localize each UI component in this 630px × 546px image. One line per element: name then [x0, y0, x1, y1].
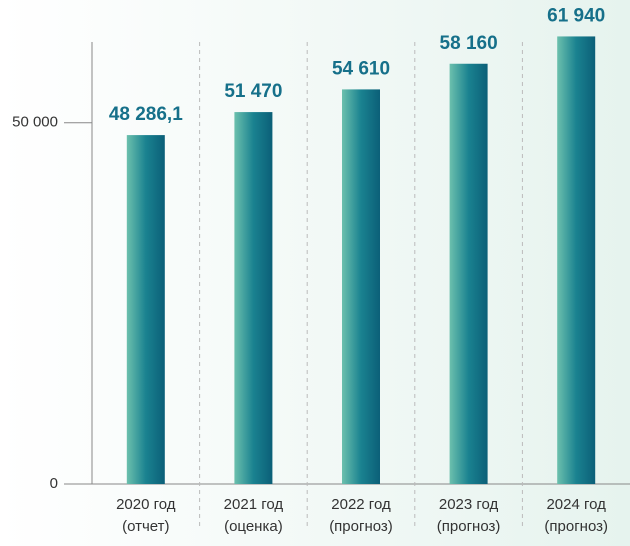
x-tick-label: (прогноз): [329, 518, 393, 535]
x-tick-label: 2023 год: [439, 496, 499, 513]
value-label: 61 940: [547, 5, 605, 26]
y-tick-label: 50 000: [12, 114, 58, 131]
bar: [557, 36, 596, 485]
bar: [126, 135, 165, 484]
y-tick-label: 0: [50, 475, 58, 492]
bar: [342, 89, 380, 484]
bar: [449, 63, 488, 484]
x-tick-label: 2020 год: [116, 496, 176, 513]
value-label: 58 160: [440, 33, 498, 54]
value-label: 54 610: [332, 58, 390, 79]
x-tick-label: 2021 год: [224, 496, 284, 513]
x-tick-label: (прогноз): [437, 518, 501, 535]
x-tick-label: (отчет): [122, 518, 169, 535]
value-label: 51 470: [224, 81, 282, 102]
value-label: 48 286,1: [109, 104, 183, 125]
x-tick-label: 2022 год: [331, 496, 391, 513]
bar: [234, 112, 273, 485]
x-tick-label: (оценка): [224, 518, 283, 535]
x-tick-label: 2024 год: [546, 496, 606, 513]
x-tick-label: (прогноз): [544, 518, 608, 535]
